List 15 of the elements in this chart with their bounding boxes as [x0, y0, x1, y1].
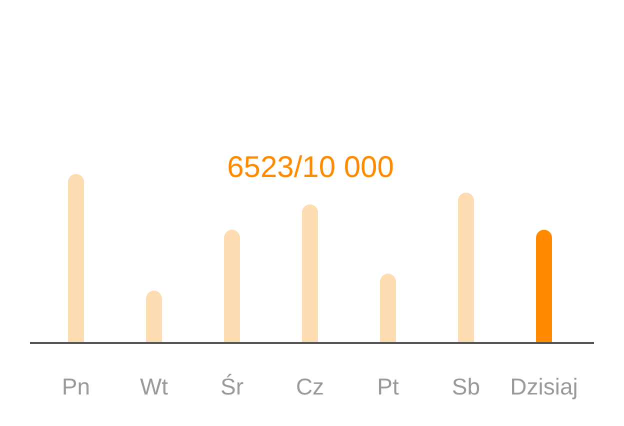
x-tick-label: Sb — [452, 373, 480, 400]
chart-title: 6523/10 000 — [227, 151, 394, 184]
bar — [380, 274, 396, 343]
bar — [458, 192, 474, 343]
x-tick-label: Wt — [140, 373, 169, 400]
x-tick-label: Cz — [296, 373, 324, 400]
bar — [146, 290, 162, 343]
bar — [536, 230, 552, 343]
x-tick-label: Śr — [220, 373, 244, 400]
bar — [224, 230, 240, 343]
x-tick-label: Dzisiaj — [510, 373, 578, 400]
x-tick-label: Pt — [377, 373, 400, 400]
bar — [302, 204, 318, 343]
x-tick-label: Pn — [62, 373, 90, 400]
bar — [68, 174, 84, 343]
